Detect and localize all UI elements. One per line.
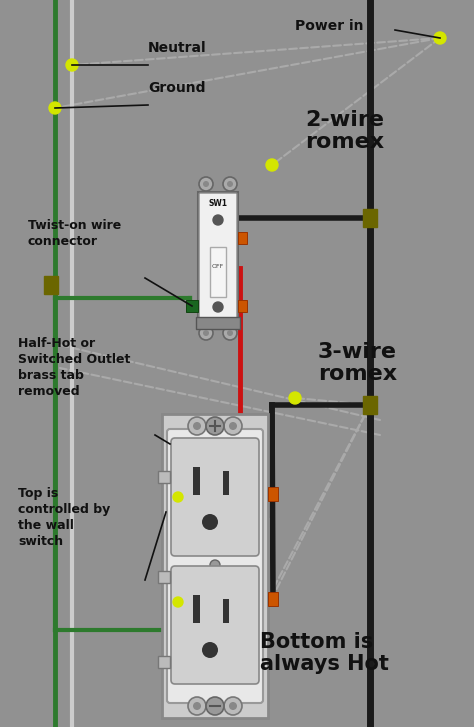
Bar	[186, 300, 198, 312]
Circle shape	[193, 422, 201, 430]
Circle shape	[206, 697, 224, 715]
Text: 3-wire
romex: 3-wire romex	[318, 342, 397, 384]
Bar	[268, 487, 278, 501]
Circle shape	[224, 417, 242, 435]
Circle shape	[227, 330, 233, 336]
Circle shape	[206, 417, 224, 435]
Text: OFF: OFF	[212, 265, 224, 270]
Circle shape	[289, 392, 301, 404]
Bar	[268, 592, 278, 606]
Circle shape	[203, 330, 209, 336]
Bar	[363, 396, 377, 414]
Bar	[210, 247, 226, 297]
Circle shape	[203, 181, 209, 187]
Text: Neutral: Neutral	[148, 41, 207, 55]
Bar	[44, 276, 58, 294]
Bar	[223, 471, 229, 495]
FancyBboxPatch shape	[171, 566, 259, 684]
Circle shape	[193, 702, 201, 710]
Text: Bottom is
always Hot: Bottom is always Hot	[260, 632, 389, 674]
Circle shape	[224, 697, 242, 715]
Bar	[158, 471, 170, 483]
Circle shape	[188, 697, 206, 715]
Circle shape	[266, 159, 278, 171]
Bar	[193, 595, 200, 623]
Circle shape	[66, 59, 78, 71]
Bar	[158, 571, 170, 583]
FancyBboxPatch shape	[167, 429, 263, 703]
Text: Half-Hot or
Switched Outlet
brass tab
removed: Half-Hot or Switched Outlet brass tab re…	[18, 337, 130, 398]
Text: Twist-on wire
connector: Twist-on wire connector	[28, 219, 121, 248]
Circle shape	[229, 422, 237, 430]
Circle shape	[229, 702, 237, 710]
Circle shape	[188, 417, 206, 435]
Circle shape	[223, 177, 237, 191]
Bar	[193, 467, 200, 495]
FancyBboxPatch shape	[171, 438, 259, 556]
Bar	[223, 599, 229, 623]
Circle shape	[202, 514, 218, 530]
Bar	[162, 414, 268, 718]
Bar	[238, 232, 247, 244]
Circle shape	[199, 177, 213, 191]
Bar	[158, 656, 170, 668]
Circle shape	[199, 326, 213, 340]
Circle shape	[173, 492, 183, 502]
Circle shape	[227, 181, 233, 187]
Circle shape	[202, 642, 218, 658]
Text: Ground: Ground	[148, 81, 206, 95]
Bar	[363, 209, 377, 227]
Circle shape	[223, 326, 237, 340]
Text: Top is
controlled by
the wall
switch: Top is controlled by the wall switch	[18, 487, 110, 548]
Circle shape	[213, 302, 223, 312]
Text: SW1: SW1	[209, 199, 228, 209]
Bar	[198, 192, 238, 325]
Circle shape	[213, 215, 223, 225]
Text: 2-wire
romex: 2-wire romex	[305, 111, 384, 152]
Bar	[238, 300, 247, 312]
Text: Power in: Power in	[295, 19, 364, 33]
Circle shape	[210, 560, 220, 570]
Bar	[196, 317, 240, 329]
Circle shape	[173, 597, 183, 607]
FancyBboxPatch shape	[199, 193, 237, 324]
Circle shape	[49, 102, 61, 114]
Circle shape	[434, 32, 446, 44]
